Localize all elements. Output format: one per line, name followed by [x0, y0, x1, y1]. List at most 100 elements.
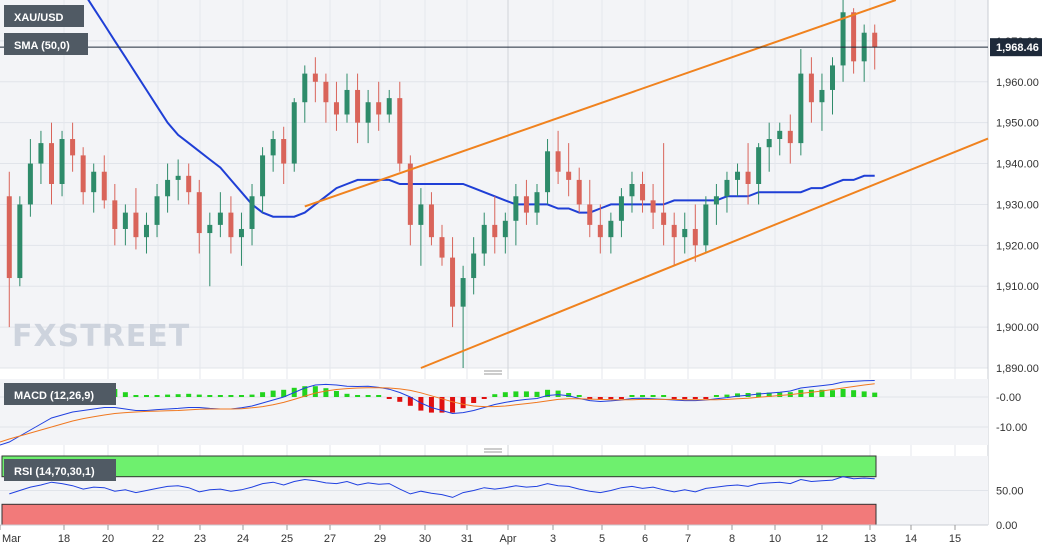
x-tick-label: 27 — [324, 533, 336, 545]
candle-body — [671, 224, 677, 238]
macd-hist-bar — [238, 395, 244, 397]
candle-body — [6, 196, 12, 279]
macd-hist-bar — [766, 392, 772, 397]
macd-hist-bar — [122, 392, 128, 397]
candle-body — [17, 204, 23, 279]
x-tick-label: 24 — [237, 533, 249, 545]
x-tick-label: 30 — [419, 533, 431, 545]
rsi-tick-label: 50.00 — [996, 486, 1024, 498]
macd-hist-bar — [523, 391, 529, 397]
macd-hist-bar — [207, 395, 213, 397]
x-tick-label: 15 — [949, 533, 961, 545]
candle-body — [217, 212, 223, 225]
candle-body — [724, 179, 730, 197]
candle-body — [450, 257, 456, 307]
candle-body — [819, 89, 825, 103]
x-tick-label: 5 — [599, 533, 605, 545]
macd-hist-bar — [608, 397, 614, 399]
macd-hist-bar — [851, 390, 857, 397]
candle-body — [481, 224, 487, 254]
candle-body — [872, 32, 878, 48]
x-tick-label: 10 — [769, 533, 781, 545]
macd-hist-bar — [428, 397, 434, 413]
macd-hist-bar — [154, 395, 160, 397]
channel-lower-line — [420, 137, 989, 369]
macd-hist-bar — [808, 389, 814, 397]
candle-body — [830, 65, 836, 90]
svg-text:MACD (12,26,9): MACD (12,26,9) — [14, 390, 94, 402]
candle-body — [766, 139, 772, 148]
candle-body — [355, 89, 361, 123]
candle-body — [323, 81, 329, 103]
candle-body — [745, 171, 751, 184]
x-tick-label: 25 — [281, 533, 293, 545]
macd-hist-bar — [397, 397, 403, 402]
macd-hist-bar — [186, 393, 192, 397]
candle-body — [165, 179, 171, 197]
panel-resize-handle[interactable] — [484, 448, 502, 453]
panel-resize-handle[interactable] — [484, 370, 502, 375]
svg-text:1,968.46: 1,968.46 — [996, 42, 1039, 54]
macd-hist-bar — [840, 389, 846, 397]
macd-hist-bar — [650, 395, 656, 397]
x-tick-label: Mar — [2, 533, 21, 545]
y-tick-label: 1,960.00 — [996, 77, 1039, 89]
candle-body — [840, 12, 846, 66]
candle-body — [397, 98, 403, 164]
candle-body — [650, 200, 656, 213]
candle-body — [260, 155, 266, 197]
candle-body — [270, 139, 276, 156]
candle-body — [439, 237, 445, 258]
x-tick-label: 7 — [685, 533, 691, 545]
macd-hist-bar — [724, 394, 730, 397]
x-tick-label: 22 — [152, 533, 164, 545]
candle-body — [523, 196, 529, 213]
candle-body — [713, 196, 719, 205]
rsi-tag: RSI (14,70,30,1) — [4, 459, 116, 481]
macd-hist-bar — [661, 395, 667, 397]
x-tick-label: 13 — [864, 533, 876, 545]
macd-hist-bar — [629, 395, 635, 397]
x-tick-label: 8 — [729, 533, 735, 545]
y-tick-label: 1,920.00 — [996, 240, 1039, 252]
x-tick-label: 18 — [58, 533, 70, 545]
candle-body — [545, 151, 551, 193]
candle-body — [281, 139, 287, 164]
candle-body — [122, 212, 128, 229]
macd-hist-bar — [545, 389, 551, 397]
macd-hist-bar — [703, 397, 709, 399]
rsi-tick-label: 0.00 — [996, 520, 1017, 532]
candle-body — [143, 224, 149, 238]
candle-body — [618, 196, 624, 221]
macd-hist-bar — [481, 397, 487, 399]
candle-body — [492, 224, 498, 238]
macd-hist-bar — [270, 390, 276, 397]
macd-hist-bar — [492, 394, 498, 397]
candle-body — [682, 228, 688, 238]
y-tick-label: 1,940.00 — [996, 159, 1039, 171]
macd-hist-bar — [439, 397, 445, 413]
macd-lines — [0, 380, 875, 446]
candle-body — [376, 102, 382, 115]
macd-hist-bar — [576, 395, 582, 397]
candle-body — [27, 163, 33, 205]
candle-body — [471, 253, 477, 279]
macd-hist-bar — [418, 397, 424, 411]
candle-body — [777, 130, 783, 140]
candle-body — [428, 204, 434, 238]
candle-body — [386, 98, 392, 115]
candle-body — [787, 130, 793, 144]
candle-body — [798, 73, 804, 144]
x-tick-label: 29 — [374, 533, 386, 545]
macd-hist-bar — [830, 390, 836, 397]
macd-hist-bar — [692, 397, 698, 399]
x-tick-label: Apr — [499, 533, 516, 545]
y-tick-label: 1,950.00 — [996, 118, 1039, 130]
macd-hist-bar — [365, 395, 371, 397]
candle-body — [407, 163, 413, 225]
rsi-line — [9, 476, 875, 498]
candle-body — [808, 73, 814, 103]
watermark: FXSTREET — [12, 319, 190, 354]
candle-body — [186, 175, 192, 193]
